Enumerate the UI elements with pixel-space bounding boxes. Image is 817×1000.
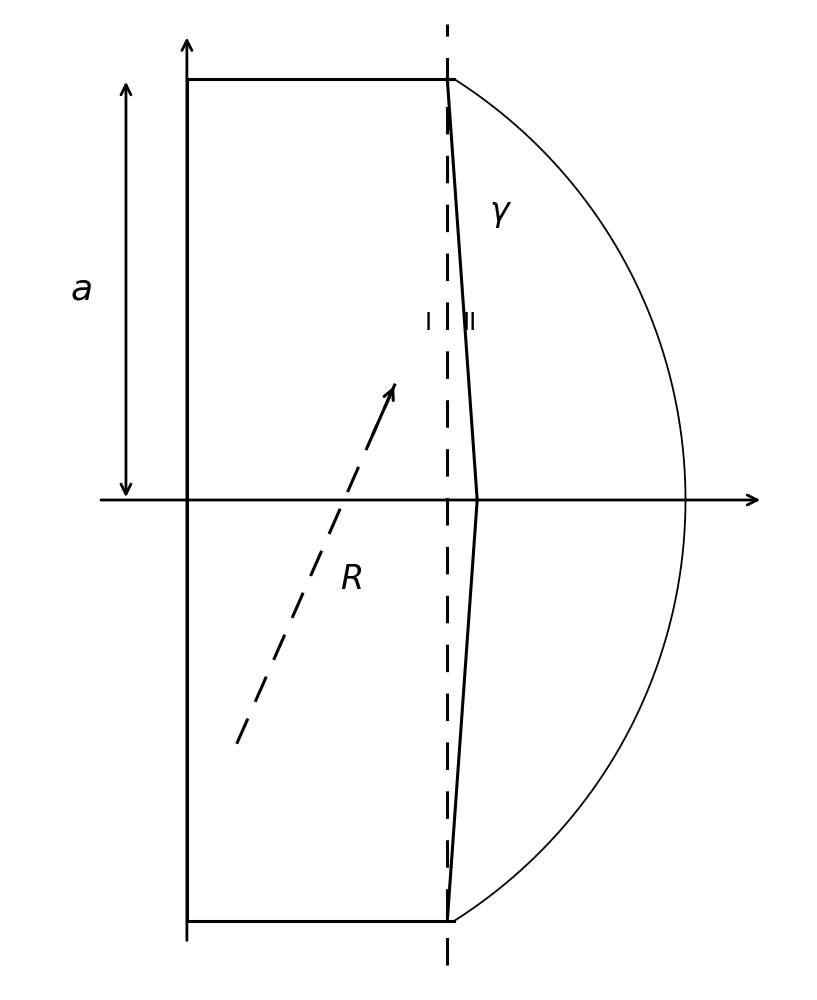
Text: γ: γ <box>489 195 509 228</box>
Polygon shape <box>447 79 685 921</box>
Polygon shape <box>187 79 685 921</box>
Text: I: I <box>425 311 432 335</box>
Text: a: a <box>70 272 92 306</box>
Text: II: II <box>462 311 476 335</box>
Text: R: R <box>340 563 363 596</box>
